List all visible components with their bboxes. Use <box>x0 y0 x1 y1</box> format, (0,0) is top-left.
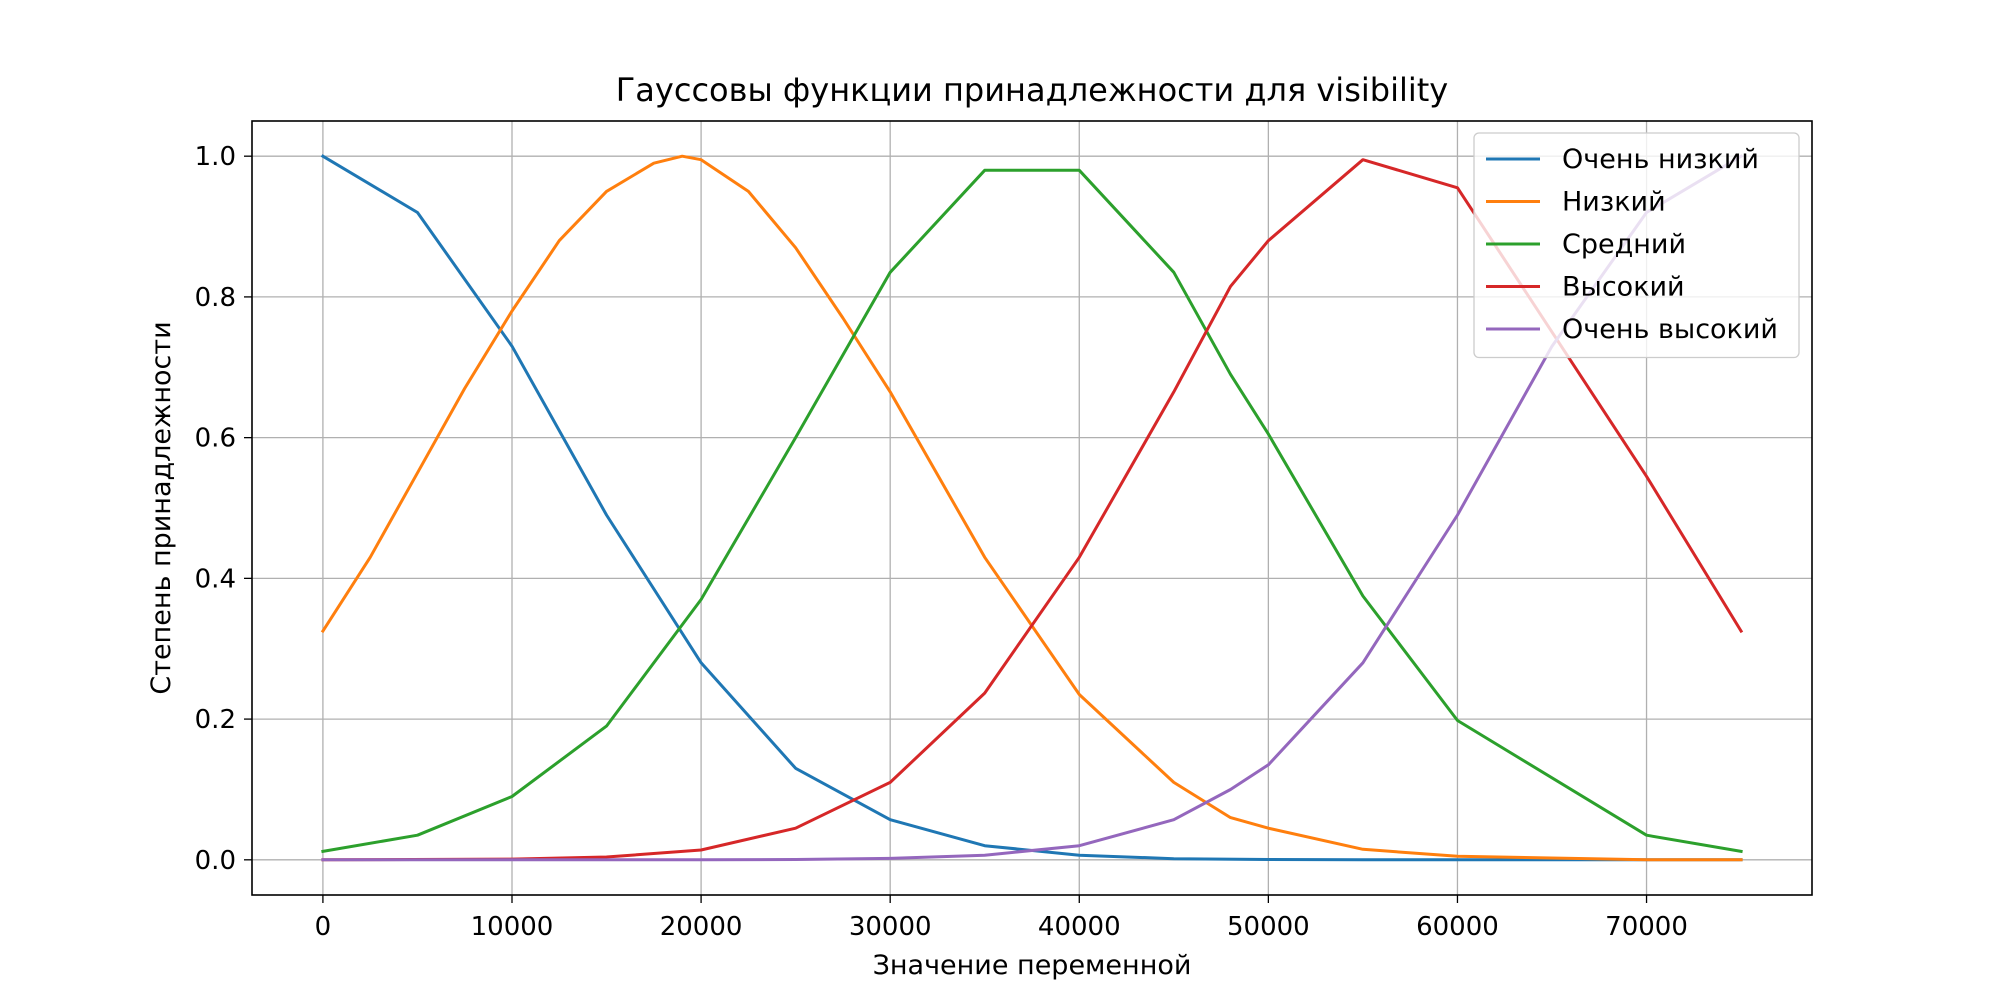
y-tick-label: 0.8 <box>195 283 236 313</box>
x-tick-label: 0 <box>315 912 332 942</box>
y-axis-title: Степень принадлежности <box>146 321 177 694</box>
chart-title: Гауссовы функции принадлежности для visi… <box>616 71 1448 109</box>
x-tick-label: 30000 <box>849 912 932 942</box>
series-line <box>321 154 1744 862</box>
x-axis-title: Значение переменной <box>873 950 1192 981</box>
legend-label: Низкий <box>1562 187 1666 218</box>
x-tick-label: 40000 <box>1038 912 1121 942</box>
plot-frame <box>251 120 1813 896</box>
y-tick-label: 0.4 <box>195 564 236 594</box>
y-tick-label: 0.6 <box>195 424 236 454</box>
legend-box <box>1473 132 1800 359</box>
series-lines <box>320 154 1744 862</box>
x-tick-label: 20000 <box>660 912 743 942</box>
x-tick-label: 60000 <box>1416 912 1499 942</box>
legend-label: Высокий <box>1562 272 1685 303</box>
legend: Очень низкий Низкий Средний Высокий Очень вы… <box>1473 132 1800 359</box>
legend-label: Средний <box>1562 229 1686 260</box>
y-tick-label: 1.0 <box>195 142 236 172</box>
x-tick-label: 10000 <box>471 912 554 942</box>
y-tick-label: 0.2 <box>195 705 236 735</box>
axis-ticks: 0 10000 20000 30000 40000 50000 60000 70000 0.0 0… <box>195 142 1688 942</box>
series-line <box>321 168 1743 854</box>
legend-label: Очень низкий <box>1562 144 1759 175</box>
series-line <box>321 158 1744 862</box>
x-tick-label: 70000 <box>1605 912 1688 942</box>
y-tick-label: 0.0 <box>195 846 236 876</box>
series-line <box>320 154 1743 862</box>
legend-label: Очень высокий <box>1562 314 1778 345</box>
x-tick-label: 50000 <box>1227 912 1310 942</box>
